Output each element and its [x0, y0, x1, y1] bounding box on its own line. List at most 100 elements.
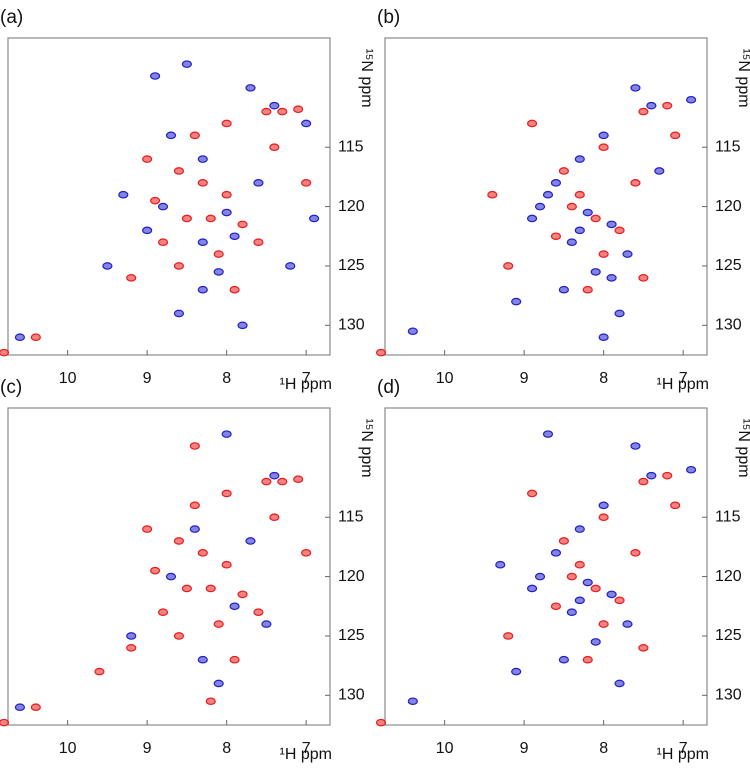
peak [261, 477, 272, 486]
peak [574, 596, 585, 605]
y-axis-label: ¹⁵N ppm [735, 48, 750, 107]
peak [550, 602, 562, 611]
peak [542, 190, 554, 199]
panel-label: (d) [377, 377, 400, 398]
peak [558, 285, 569, 294]
peak [534, 202, 546, 211]
peak [574, 190, 585, 199]
peak [638, 477, 649, 486]
peak [638, 274, 649, 282]
peak [511, 667, 522, 676]
peak [550, 232, 562, 241]
peak [221, 190, 232, 199]
peak [221, 560, 232, 569]
peak [189, 501, 200, 510]
peak [495, 560, 506, 569]
x-tick-label: 10 [59, 740, 77, 757]
peak [245, 537, 256, 545]
y-tick-label: 120 [715, 568, 742, 585]
peak [662, 471, 673, 480]
peak [614, 679, 625, 688]
peak [181, 60, 192, 68]
peak [149, 566, 161, 575]
peak [606, 274, 617, 282]
peak [14, 703, 26, 711]
y-tick-label: 115 [715, 138, 741, 155]
peak [558, 167, 569, 175]
peak [685, 95, 697, 104]
peak [622, 250, 633, 258]
peak [126, 632, 137, 640]
panel-label: (b) [377, 7, 400, 28]
y-axis-label: ¹⁵N ppm [735, 418, 750, 477]
peak [0, 718, 10, 727]
peak [229, 232, 240, 241]
peak [213, 250, 224, 258]
y-axis-label: ¹⁵N ppm [358, 418, 375, 477]
peak [598, 131, 609, 140]
peak [30, 333, 41, 341]
peak [574, 155, 585, 163]
peak [487, 190, 498, 199]
peak [574, 226, 585, 235]
peak [189, 442, 200, 450]
peak [30, 703, 41, 711]
peak [197, 655, 208, 664]
peak [308, 214, 320, 223]
y-tick-label: 130 [338, 317, 365, 334]
peak [550, 179, 562, 187]
x-tick-label: 8 [222, 370, 231, 387]
peak [598, 143, 609, 152]
peak [205, 214, 216, 223]
peak [197, 549, 208, 557]
peak [237, 220, 248, 229]
x-tick-label: 8 [599, 370, 608, 387]
peak [654, 167, 665, 175]
peak [670, 131, 681, 140]
peak [237, 321, 248, 330]
peak [205, 697, 216, 706]
x-tick-label: 7 [679, 370, 688, 387]
x-axis-label: ¹H ppm [280, 376, 332, 393]
peak [638, 107, 649, 116]
peak [407, 327, 418, 336]
y-tick-label: 130 [715, 687, 742, 704]
peak [126, 274, 137, 282]
peak [301, 119, 312, 128]
peak [221, 208, 232, 217]
y-tick-label: 125 [715, 257, 742, 274]
peak [526, 489, 538, 498]
peak [142, 155, 153, 163]
y-tick-label: 125 [338, 627, 365, 644]
x-tick-label: 10 [436, 370, 454, 387]
peak [293, 105, 304, 114]
peak [197, 179, 208, 187]
peak [253, 238, 264, 247]
peak [526, 584, 538, 593]
peak [574, 525, 585, 533]
peak [142, 226, 153, 235]
peak [598, 620, 609, 628]
x-tick-label: 8 [222, 740, 231, 757]
peak [277, 107, 288, 116]
peak [173, 632, 185, 640]
peak [558, 655, 569, 664]
peak [149, 72, 161, 80]
peak [189, 525, 200, 533]
peak [197, 155, 208, 163]
peak [213, 268, 224, 276]
peak [237, 590, 248, 599]
peak [566, 238, 577, 247]
peak [181, 584, 192, 593]
peak [269, 143, 280, 152]
peak [14, 333, 26, 341]
peak [181, 214, 192, 223]
peak [229, 285, 240, 294]
peak [293, 475, 304, 484]
peak [0, 348, 10, 357]
peak [598, 250, 609, 258]
y-tick-label: 125 [338, 257, 365, 274]
peak [301, 179, 312, 187]
peak [173, 262, 185, 270]
